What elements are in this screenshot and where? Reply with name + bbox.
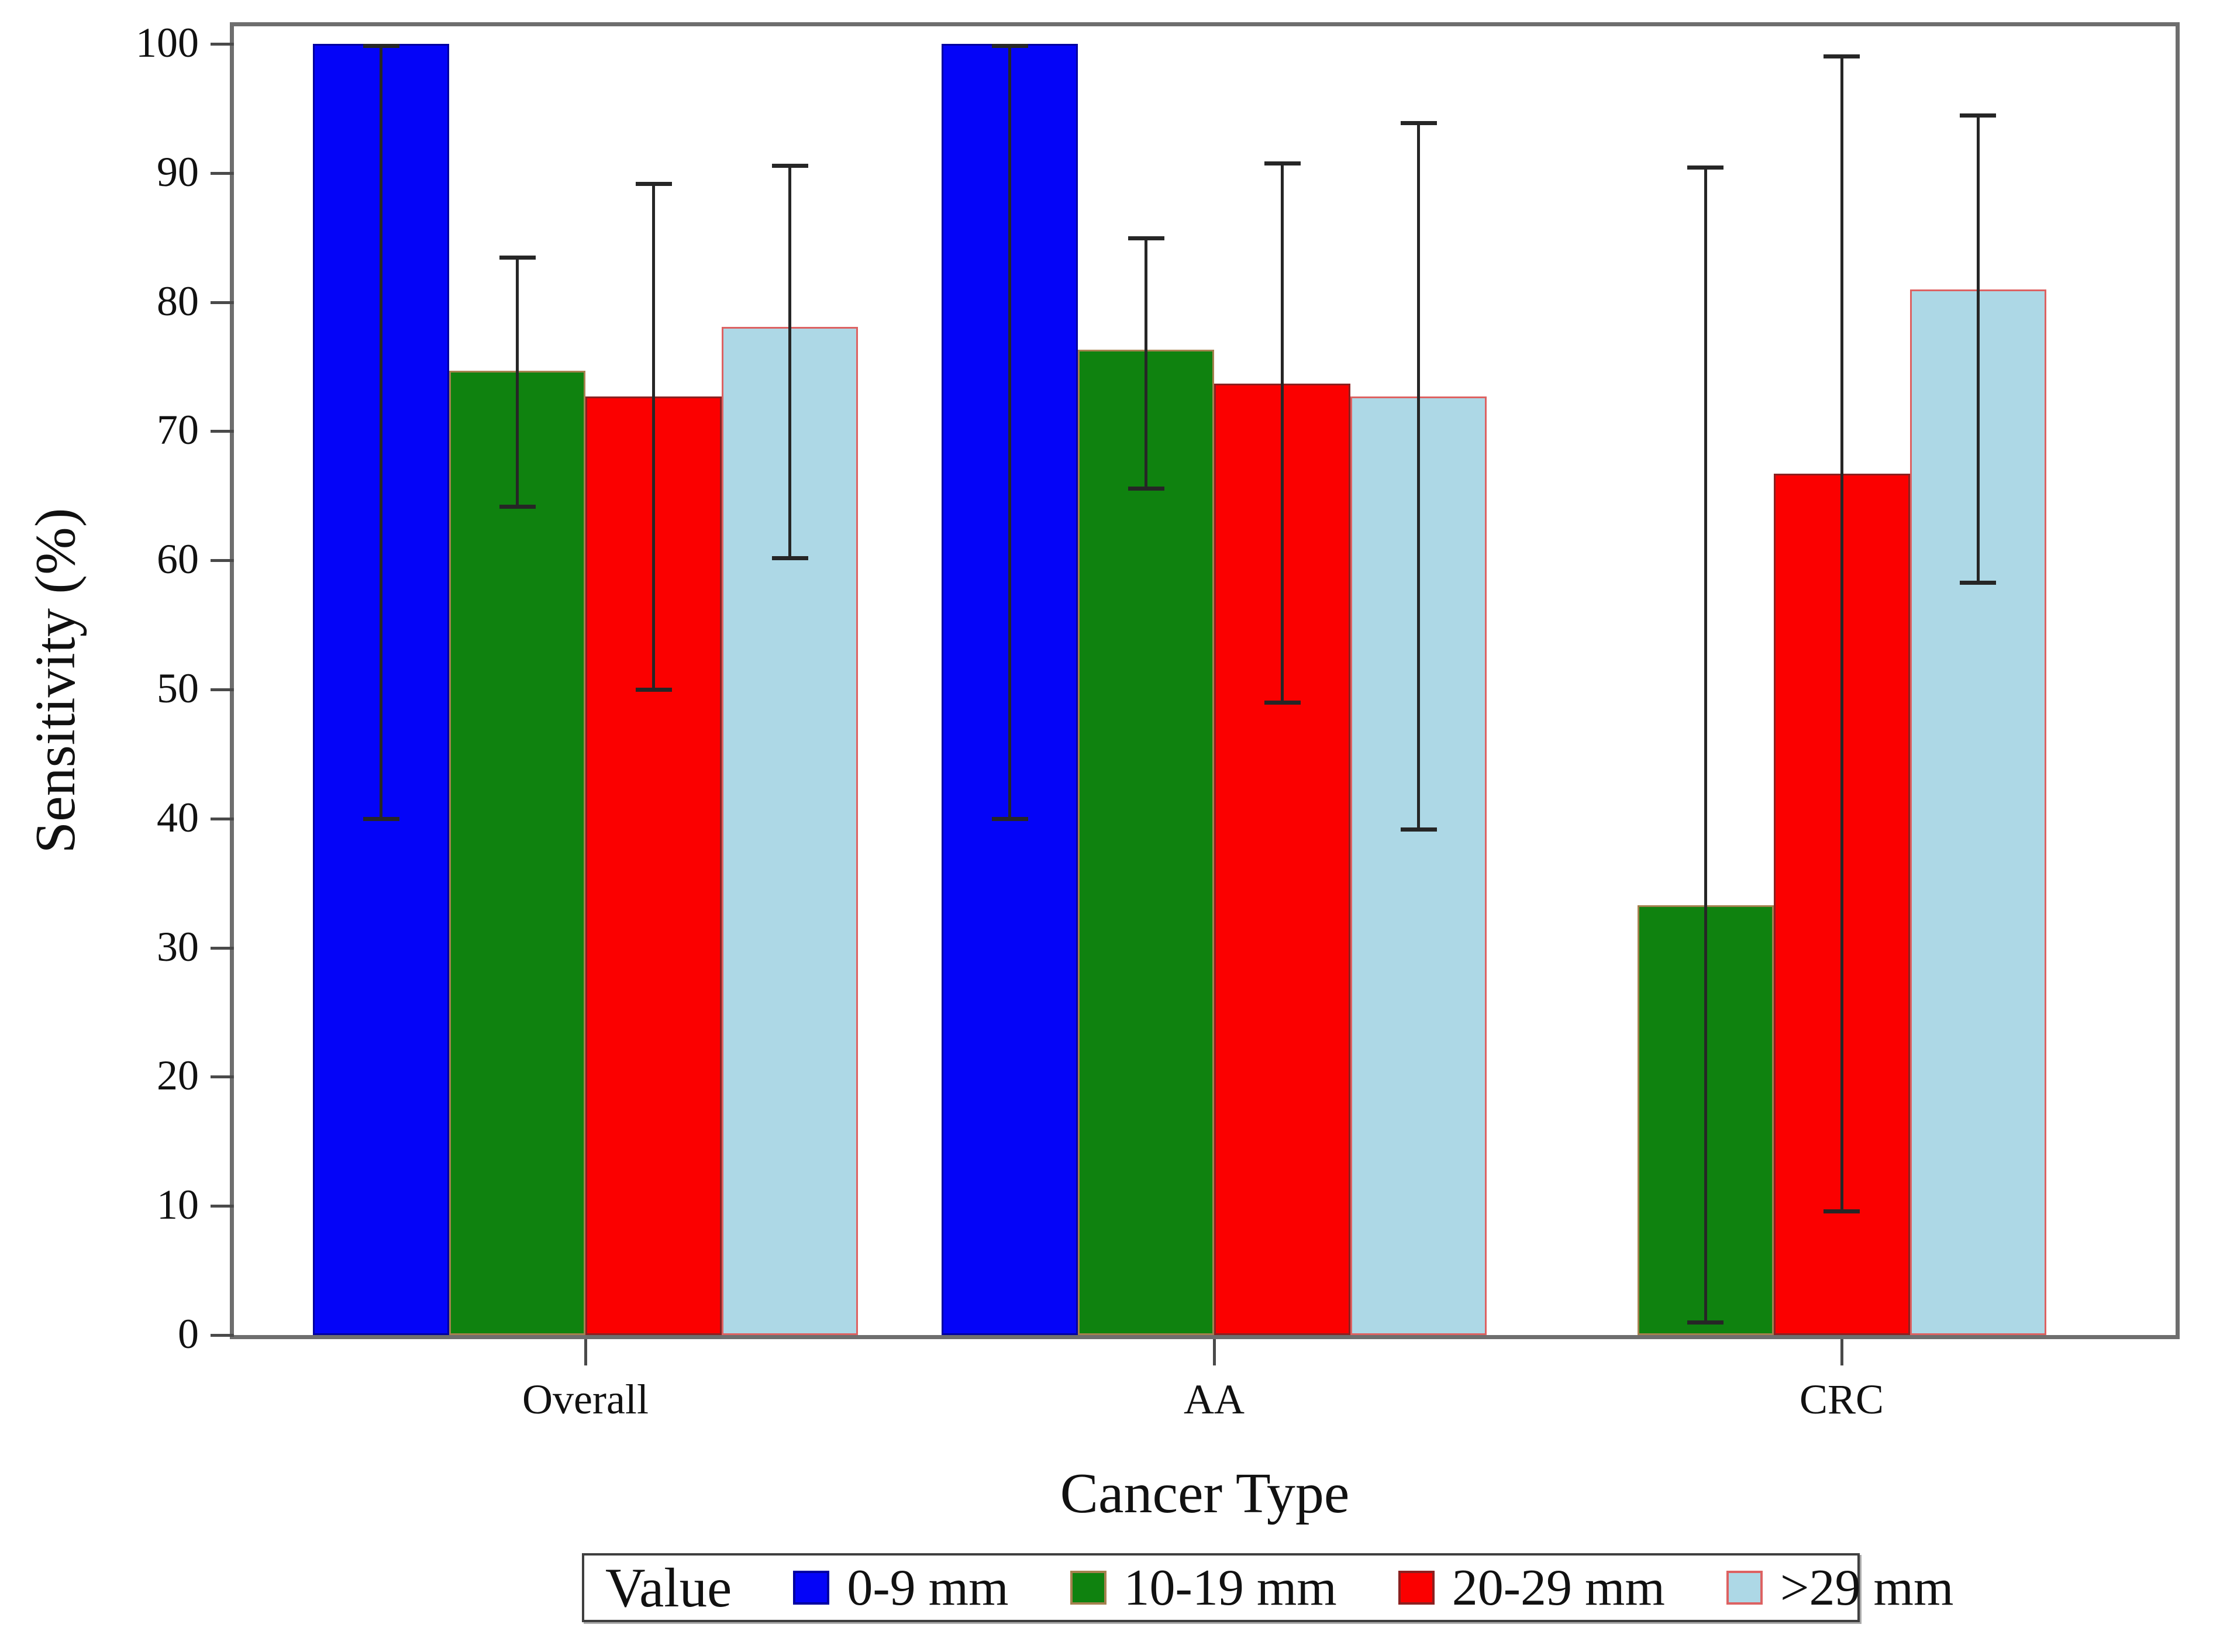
error-cap-bottom-20-29-mm-overall <box>635 688 672 692</box>
error-cap-top-29-mm-overall <box>771 164 808 168</box>
y-tick-label-50: 50 <box>157 664 199 712</box>
error-bars-layer <box>234 26 2176 1335</box>
y-tick-label-0: 0 <box>178 1310 199 1357</box>
error-bar-10-19-mm-overall <box>516 256 519 509</box>
error-bar-0-9-mm-aa <box>1008 44 1011 822</box>
error-cap-top-20-29-mm-aa <box>1264 161 1301 165</box>
legend-label-0-9-mm: 0-9 mm <box>847 1559 1009 1616</box>
error-cap-top-10-19-mm-aa <box>1128 236 1164 240</box>
error-cap-bottom-29-mm-overall <box>771 556 808 561</box>
error-bar-20-29-mm-overall <box>652 182 655 692</box>
y-tick-mark-100 <box>211 43 234 46</box>
bar-10-19-mm-overall <box>449 370 585 1335</box>
y-tick-mark-60 <box>211 559 234 563</box>
error-cap-bottom-29-mm-aa <box>1400 827 1437 832</box>
error-cap-bottom-10-19-mm-overall <box>499 504 536 509</box>
y-tick-mark-90 <box>211 171 234 175</box>
error-cap-top-0-9-mm-aa <box>991 44 1028 48</box>
legend: Value 0-9 mm 10-19 mm 20-29 mm >29 mm <box>582 1553 1953 1622</box>
error-bar-20-29-mm-aa <box>1281 161 1284 705</box>
y-tick-mark-80 <box>211 301 234 304</box>
y-tick-mark-20 <box>211 1075 234 1079</box>
legend-swatch-20-29-mm <box>1398 1571 1435 1605</box>
bar-10-19-mm-aa <box>1078 350 1214 1335</box>
legend-item-20-29-mm: 20-29 mm <box>1398 1558 1665 1617</box>
y-tick-label-30: 30 <box>157 923 199 970</box>
error-bar-29-mm-crc <box>1976 113 1980 585</box>
error-cap-bottom-0-9-mm-aa <box>991 817 1028 822</box>
legend-swatch-29-mm <box>1726 1571 1763 1605</box>
error-bar-20-29-mm-crc <box>1840 54 1843 1214</box>
y-tick-mark-50 <box>211 688 234 691</box>
legend-label-29-mm: >29 mm <box>1780 1559 1954 1616</box>
error-cap-top-29-mm-crc <box>1960 113 1996 118</box>
x-axis-title: Cancer Type <box>1060 1462 1350 1525</box>
x-tick-label-aa: AA <box>1184 1376 1245 1423</box>
legend-swatch-10-19-mm <box>1070 1571 1106 1605</box>
y-tick-label-60: 60 <box>157 536 199 583</box>
y-tick-label-20: 20 <box>157 1052 199 1099</box>
y-tick-label-90: 90 <box>157 148 199 195</box>
error-cap-top-20-29-mm-crc <box>1824 54 1860 58</box>
error-cap-bottom-10-19-mm-crc <box>1687 1320 1723 1325</box>
y-tick-mark-30 <box>211 946 234 950</box>
x-tick-label-crc: CRC <box>1799 1376 1884 1423</box>
x-tick-mark-overall <box>584 1339 587 1365</box>
error-cap-top-10-19-mm-overall <box>499 256 536 260</box>
plot-area <box>230 22 2180 1339</box>
error-cap-bottom-20-29-mm-aa <box>1264 701 1301 705</box>
error-cap-bottom-0-9-mm-overall <box>363 817 399 822</box>
y-tick-label-40: 40 <box>157 794 199 841</box>
legend-item-0-9-mm: 0-9 mm <box>793 1558 1009 1617</box>
error-cap-bottom-29-mm-crc <box>1960 581 1996 585</box>
legend-swatch-0-9-mm <box>793 1571 830 1605</box>
x-tick-mark-crc <box>1840 1339 1843 1365</box>
error-bar-10-19-mm-aa <box>1145 236 1147 491</box>
error-bar-29-mm-overall <box>788 164 791 561</box>
error-bar-29-mm-aa <box>1417 121 1420 832</box>
legend-label-20-29-mm: 20-29 mm <box>1452 1559 1665 1616</box>
legend-item-29-mm: >29 mm <box>1726 1558 1954 1617</box>
y-tick-label-10: 10 <box>157 1181 199 1229</box>
error-cap-bottom-10-19-mm-aa <box>1128 486 1164 491</box>
y-tick-mark-10 <box>211 1205 234 1208</box>
legend-item-10-19-mm: 10-19 mm <box>1070 1558 1337 1617</box>
error-cap-top-0-9-mm-overall <box>363 44 399 48</box>
y-tick-mark-40 <box>211 817 234 820</box>
legend-label-10-19-mm: 10-19 mm <box>1123 1559 1337 1616</box>
y-tick-mark-70 <box>211 430 234 433</box>
legend-items: 0-9 mm 10-19 mm 20-29 mm >29 mm <box>732 1558 1953 1617</box>
error-cap-top-29-mm-aa <box>1400 121 1437 126</box>
legend-title: Value <box>605 1557 732 1619</box>
y-tick-mark-0 <box>211 1334 234 1337</box>
y-tick-label-80: 80 <box>157 277 199 325</box>
error-bar-0-9-mm-overall <box>380 44 382 822</box>
x-tick-mark-aa <box>1213 1339 1216 1365</box>
bars-layer <box>234 26 2176 1335</box>
y-tick-label-100: 100 <box>136 19 199 66</box>
error-cap-top-10-19-mm-crc <box>1687 165 1723 170</box>
error-bar-10-19-mm-crc <box>1704 165 1707 1325</box>
error-cap-bottom-20-29-mm-crc <box>1824 1209 1860 1214</box>
error-cap-top-20-29-mm-overall <box>635 182 672 187</box>
bar-29-mm-overall <box>722 326 858 1335</box>
y-tick-label-70: 70 <box>157 406 199 454</box>
x-tick-label-overall: Overall <box>522 1376 649 1423</box>
